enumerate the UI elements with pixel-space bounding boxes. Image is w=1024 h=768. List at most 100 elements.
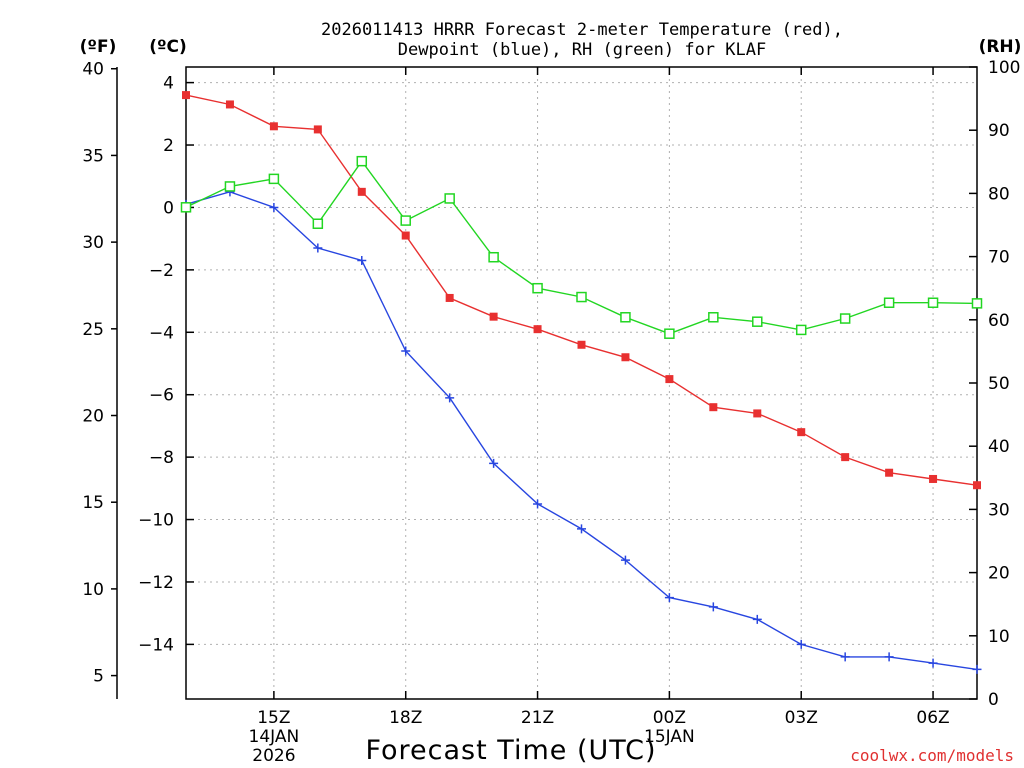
celsius-tick-label: 0 [163, 198, 174, 218]
celsius-tick-label: −10 [138, 511, 174, 531]
rh-tick-label: 90 [988, 121, 1010, 141]
dewpoint-point [401, 346, 411, 356]
temperature-point [753, 409, 762, 418]
date-label: 14JAN [249, 727, 300, 747]
date-label: 15JAN [644, 727, 695, 747]
x-tick-label: 15Z [257, 708, 290, 728]
dewpoint-point [533, 499, 543, 509]
dewpoint-point [928, 658, 938, 668]
rh-tick-label: 60 [988, 311, 1010, 331]
celsius-tick-label: −12 [138, 573, 174, 593]
dewpoint-point [708, 602, 718, 612]
dewpoint-point [620, 555, 630, 565]
dewpoint-point [752, 614, 762, 624]
dewpoint-point [313, 243, 323, 253]
credit-text: coolwx.com/models [850, 746, 1014, 765]
celsius-tick-label: 4 [163, 74, 174, 94]
rh-tick-label: 40 [988, 437, 1010, 457]
fahrenheit-tick-label: 10 [82, 580, 104, 600]
rh-point [839, 313, 851, 324]
temperature-point [269, 122, 278, 131]
temperature-point [445, 293, 454, 302]
rh-tick-label: 0 [988, 690, 999, 710]
rh-point [356, 155, 368, 167]
fahrenheit-unit-label: (ºF) [80, 37, 117, 57]
rh-point [795, 324, 807, 336]
chart-title-line2: Dewpoint (blue), RH (green) for KLAF [398, 40, 766, 60]
temperature-point [841, 453, 850, 462]
dewpoint-point [972, 664, 982, 674]
dewpoint-point [884, 652, 894, 662]
rh-point [312, 218, 324, 229]
temperature-point [621, 353, 630, 362]
rh-point [576, 291, 587, 303]
rh-tick-label: 30 [988, 500, 1010, 520]
rh-point [927, 297, 939, 308]
temperature-point [929, 474, 938, 483]
rh-point [400, 215, 411, 226]
x-tick-label: 03Z [785, 708, 818, 728]
celsius-tick-label: −6 [149, 386, 174, 406]
celsius-tick-label: −2 [149, 261, 174, 281]
temperature-point [709, 403, 718, 412]
chart-title-line1: 2026011413 HRRR Forecast 2-meter Tempera… [321, 20, 843, 40]
dewpoint-point [577, 524, 586, 534]
temperature-point [357, 187, 366, 196]
dewpoint-line [185, 191, 978, 671]
rh-point [971, 298, 983, 309]
celsius-tick-label: 2 [163, 136, 174, 156]
celsius-tick-label: −14 [138, 635, 174, 655]
dewpoint-point [489, 458, 499, 468]
rh-line [185, 160, 978, 335]
rh-tick-label: 20 [988, 564, 1010, 584]
x-tick-label: 00Z [653, 708, 686, 728]
rh-point [664, 328, 675, 339]
fahrenheit-tick-label: 15 [82, 493, 104, 513]
temperature-point [665, 375, 674, 384]
rh-point [708, 312, 719, 323]
x-tick-label: 18Z [389, 708, 422, 728]
temperature-point [885, 468, 894, 477]
dewpoint-point [269, 202, 279, 212]
dewpoint-point [357, 256, 367, 266]
year-label: 2026 [252, 746, 295, 766]
temperature-line [185, 94, 978, 486]
temperature-point [401, 231, 410, 240]
temperature-point [797, 428, 806, 437]
rh-unit-label: (RH) [979, 37, 1022, 57]
rh-point [488, 251, 499, 263]
rh-tick-label: 70 [988, 248, 1010, 268]
dewpoint-point [445, 393, 455, 403]
temperature-point [973, 481, 981, 490]
celsius-unit-label: (ºC) [149, 37, 187, 57]
rh-point [180, 202, 192, 213]
fahrenheit-tick-label: 30 [82, 233, 104, 253]
fahrenheit-tick-label: 25 [82, 320, 104, 340]
fahrenheit-tick-label: 35 [82, 146, 104, 166]
x-tick-label: 21Z [521, 708, 554, 728]
temperature-point [182, 91, 190, 100]
rh-point [752, 316, 763, 327]
data-series [180, 91, 983, 674]
rh-point [444, 193, 455, 204]
plot-frame [185, 66, 978, 700]
fahrenheit-tick-label: 20 [82, 407, 104, 427]
x-axis-title: Forecast Time (UTC) [365, 735, 656, 766]
rh-point [883, 297, 895, 308]
rh-tick-label: 10 [988, 627, 1010, 647]
grid-lines [186, 67, 977, 699]
rh-point [620, 312, 631, 323]
fahrenheit-tick-label: 5 [93, 667, 104, 687]
celsius-tick-label: −8 [149, 448, 174, 468]
fahrenheit-tick-label: 40 [82, 60, 104, 80]
dewpoint-point [796, 639, 806, 649]
celsius-tick-label: −4 [149, 323, 174, 343]
temperature-point [533, 325, 542, 334]
axes: 15Z 18Z 21Z 00Z 03Z 06Z14JAN202615JAN420−2−4−… [82, 58, 1020, 766]
temperature-point [225, 100, 234, 109]
rh-point [268, 173, 280, 185]
temperature-point [313, 125, 322, 134]
temperature-point [577, 340, 586, 349]
x-tick-label: 06Z [916, 708, 949, 728]
rh-point [224, 181, 236, 192]
